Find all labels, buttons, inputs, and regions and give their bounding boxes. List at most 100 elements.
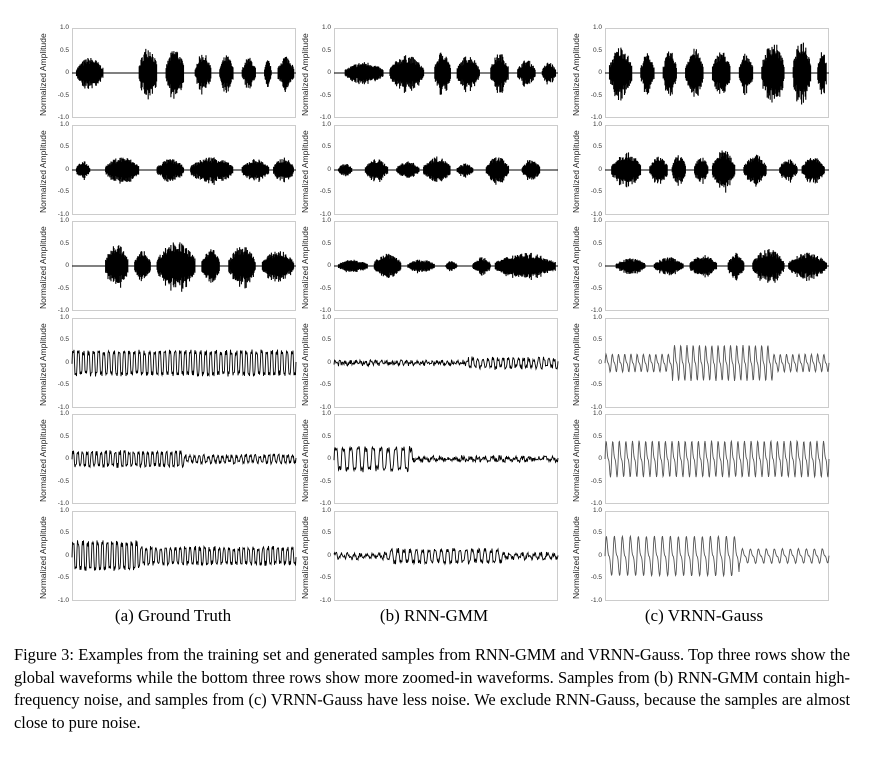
y-tick-label: 0.5: [59, 143, 69, 150]
y-tick-label: 0.5: [592, 239, 602, 247]
waveform-panel-vrnn-gauss-row-3: [605, 221, 829, 311]
plot-frame: [72, 510, 296, 601]
y-tick-label: -1.0: [57, 307, 69, 314]
y-tick-label: -1.0: [319, 210, 331, 218]
global-waveform-trace: [334, 52, 558, 95]
global-waveform-trace: [334, 252, 558, 280]
figure-caption: Figure 3: Examples from the training set…: [14, 645, 850, 732]
y-tick-label: -1.0: [57, 114, 69, 121]
y-tick-label: -0.5: [590, 284, 602, 292]
zoomed-waveform-trace: [604, 343, 830, 381]
y-tick-label: 1.0: [592, 217, 602, 224]
y-tick-label: -0.5: [319, 284, 331, 292]
waveform-panel-ground-truth-row-4: [71, 317, 297, 408]
waveform-plot: [333, 510, 559, 601]
y-tick-label: 0: [327, 455, 331, 462]
waveform-panel-vrnn-gauss-row-2: [605, 124, 829, 215]
y-tick-label: -0.5: [57, 91, 69, 99]
y-tick-label: 0: [65, 69, 69, 76]
y-tick-label: 0.5: [592, 46, 602, 54]
zoomed-waveform-trace: [604, 439, 830, 479]
y-tick-label: -0.5: [319, 188, 331, 195]
y-tick-label: 1.0: [321, 24, 331, 31]
y-tick-label: 1.0: [592, 120, 602, 128]
y-tick-label: 0: [65, 551, 69, 559]
subcaption-vrnn-gauss: (c) VRNN-Gauss: [644, 606, 764, 625]
global-waveform-trace: [334, 156, 558, 185]
y-tick-label: -0.5: [590, 188, 602, 195]
y-tick-label: 0: [327, 69, 331, 76]
y-tick-label: -1.0: [590, 500, 602, 507]
y-tick-label: 0: [598, 262, 602, 269]
waveform-panel-ground-truth-row-1: [72, 28, 296, 118]
y-tick-label: 1.0: [321, 313, 331, 321]
y-tick-label: 0: [65, 262, 69, 269]
y-tick-label: -0.5: [319, 381, 331, 388]
zoomed-waveform-trace: [71, 539, 297, 571]
waveform-panel-vrnn-gauss-row-4: [604, 317, 830, 408]
waveform-panel-rnn-gmm-row-5: [333, 414, 559, 504]
y-tick-label: -1.0: [590, 307, 602, 314]
y-tick-label: 0: [327, 165, 331, 173]
y-tick-label: 0.5: [59, 336, 69, 343]
y-tick-label: 1.0: [59, 217, 69, 224]
plot-frame: [72, 317, 296, 408]
global-waveform-trace: [72, 242, 296, 292]
y-tick-label: 0: [65, 165, 69, 173]
zoomed-waveform-trace: [71, 348, 297, 377]
y-tick-label: 1.0: [592, 506, 602, 514]
y-tick-label: 1.0: [59, 410, 69, 417]
waveform-plot: [72, 124, 296, 215]
y-tick-label: 0: [598, 69, 602, 76]
waveform-panel-rnn-gmm-row-3: [334, 221, 558, 311]
y-tick-label: 0.5: [321, 529, 331, 536]
y-tick-label: -1.0: [57, 210, 69, 218]
y-tick-label: -0.5: [57, 381, 69, 388]
y-tick-label: 0.5: [321, 143, 331, 150]
waveform-plot: [72, 28, 296, 118]
y-tick-label: 0.5: [321, 336, 331, 343]
y-tick-label: 0.5: [59, 529, 69, 536]
zoomed-waveform-trace: [333, 445, 559, 473]
waveform-plot: [605, 124, 829, 215]
y-tick-label: -1.0: [319, 114, 331, 121]
y-tick-label: -0.5: [57, 477, 69, 485]
waveform-plot: [333, 414, 559, 504]
waveform-panel-ground-truth-row-5: [71, 414, 297, 504]
y-tick-label: -1.0: [590, 596, 602, 604]
plot-frame: [605, 414, 829, 504]
y-tick-label: 1.0: [321, 120, 331, 128]
y-tick-label: -1.0: [319, 500, 331, 507]
waveform-plot: [333, 317, 559, 408]
y-tick-label: -0.5: [590, 477, 602, 485]
waveform-panel-rnn-gmm-row-4: [333, 317, 559, 408]
global-waveform-trace: [605, 42, 829, 105]
y-tick-label: 0.5: [59, 432, 69, 440]
y-tick-label: 0.5: [321, 239, 331, 247]
zoomed-waveform-trace: [333, 356, 559, 371]
waveform-panel-ground-truth-row-2: [72, 124, 296, 215]
y-tick-label: -0.5: [319, 91, 331, 99]
y-tick-label: 0: [598, 455, 602, 462]
y-tick-label: -1.0: [590, 403, 602, 411]
y-tick-label: 0: [598, 165, 602, 173]
waveform-plot: [334, 28, 558, 118]
waveform-plot: [604, 510, 830, 601]
y-tick-label: 0: [598, 551, 602, 559]
zoomed-waveform-trace: [71, 449, 297, 469]
y-tick-label: 0: [65, 358, 69, 366]
subcaption-ground-truth: (a) Ground Truth: [114, 606, 232, 625]
waveform-plot: [71, 414, 297, 504]
y-tick-label: 0.5: [59, 239, 69, 247]
waveform-plot: [604, 414, 830, 504]
global-waveform-trace: [72, 48, 296, 100]
y-tick-label: 0: [327, 551, 331, 559]
y-tick-label: 1.0: [59, 24, 69, 31]
waveform-plot: [71, 510, 297, 601]
waveform-panel-ground-truth-row-3: [72, 221, 296, 311]
y-tick-label: 0.5: [592, 432, 602, 440]
plot-frame: [605, 317, 829, 408]
waveform-panel-rnn-gmm-row-2: [334, 124, 558, 215]
waveform-panel-rnn-gmm-row-6: [333, 510, 559, 601]
y-tick-label: -1.0: [57, 403, 69, 411]
